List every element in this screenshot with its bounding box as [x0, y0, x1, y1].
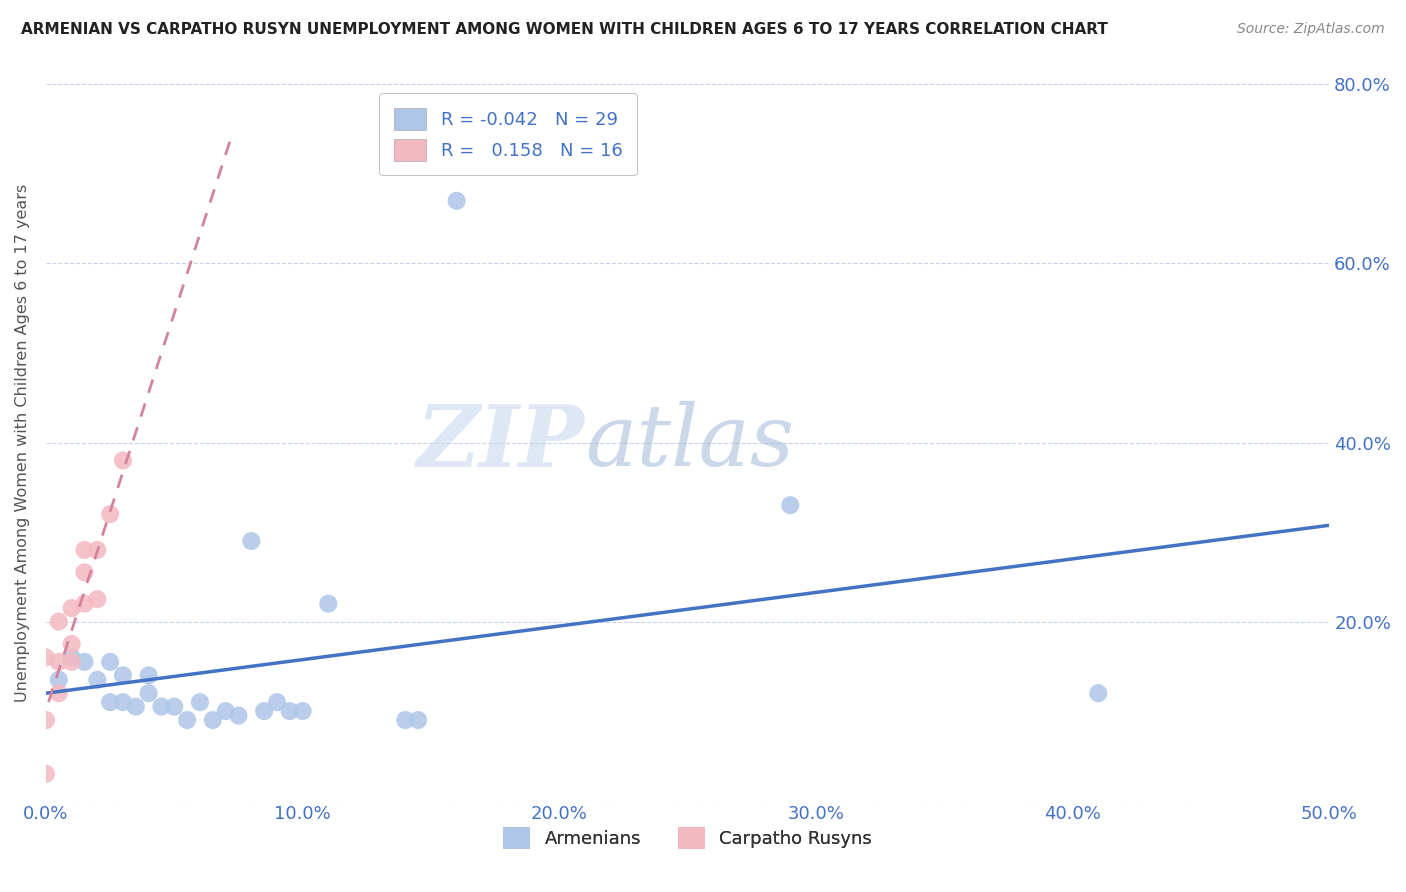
Point	[98, 695, 121, 709]
Point	[138, 668, 160, 682]
Point	[163, 699, 186, 714]
Text: ZIP: ZIP	[418, 401, 585, 484]
Point	[779, 498, 801, 512]
Text: ARMENIAN VS CARPATHO RUSYN UNEMPLOYMENT AMONG WOMEN WITH CHILDREN AGES 6 TO 17 Y: ARMENIAN VS CARPATHO RUSYN UNEMPLOYMENT …	[21, 22, 1108, 37]
Point	[48, 686, 70, 700]
Point	[86, 673, 108, 687]
Point	[73, 655, 96, 669]
Point	[150, 699, 173, 714]
Point	[35, 713, 58, 727]
Point	[73, 543, 96, 558]
Point	[214, 704, 236, 718]
Point	[98, 655, 121, 669]
Point	[60, 637, 83, 651]
Text: atlas: atlas	[585, 401, 794, 483]
Point	[35, 650, 58, 665]
Point	[201, 713, 224, 727]
Point	[60, 650, 83, 665]
Point	[86, 543, 108, 558]
Point	[316, 597, 339, 611]
Point	[111, 695, 134, 709]
Point	[60, 601, 83, 615]
Point	[406, 713, 429, 727]
Point	[394, 713, 416, 727]
Point	[138, 686, 160, 700]
Point	[240, 534, 263, 549]
Point	[48, 673, 70, 687]
Point	[111, 453, 134, 467]
Point	[48, 615, 70, 629]
Point	[48, 655, 70, 669]
Point	[176, 713, 198, 727]
Legend: Armenians, Carpatho Rusyns: Armenians, Carpatho Rusyns	[496, 820, 879, 856]
Point	[446, 194, 468, 208]
Point	[125, 699, 148, 714]
Point	[1087, 686, 1109, 700]
Point	[35, 766, 58, 780]
Point	[60, 655, 83, 669]
Point	[291, 704, 314, 718]
Point	[228, 708, 250, 723]
Point	[86, 592, 108, 607]
Y-axis label: Unemployment Among Women with Children Ages 6 to 17 years: Unemployment Among Women with Children A…	[15, 184, 30, 702]
Point	[73, 597, 96, 611]
Point	[73, 566, 96, 580]
Point	[266, 695, 288, 709]
Point	[98, 507, 121, 521]
Point	[111, 668, 134, 682]
Text: Source: ZipAtlas.com: Source: ZipAtlas.com	[1237, 22, 1385, 37]
Point	[253, 704, 276, 718]
Point	[188, 695, 211, 709]
Point	[278, 704, 301, 718]
